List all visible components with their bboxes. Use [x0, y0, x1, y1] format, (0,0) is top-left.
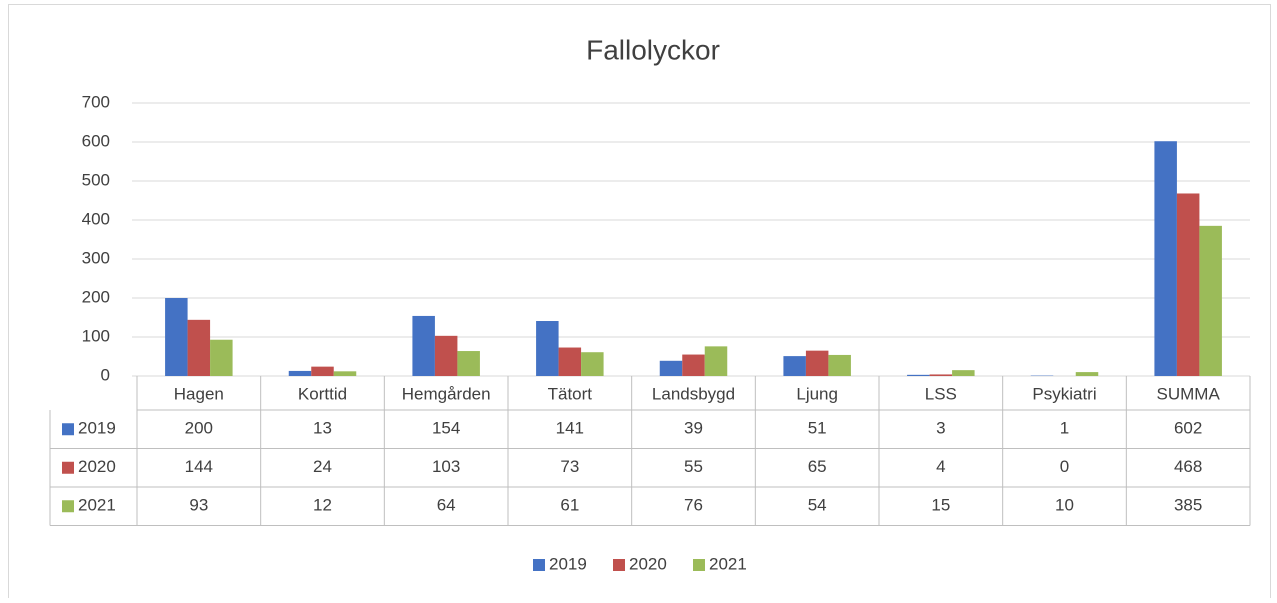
- table-value: 103: [432, 457, 460, 476]
- table-value: 602: [1174, 419, 1202, 438]
- bar: [559, 348, 582, 376]
- bar: [581, 352, 604, 376]
- table-value: 144: [185, 457, 213, 476]
- legend-key: [613, 559, 625, 571]
- legend-label: 2020: [629, 554, 667, 573]
- bar: [828, 355, 851, 376]
- table-value: 13: [313, 419, 332, 438]
- y-tick-label: 100: [82, 326, 110, 345]
- table-value: 1: [1060, 419, 1069, 438]
- bar: [1199, 226, 1222, 376]
- bar: [165, 298, 188, 376]
- x-tick-label: SUMMA: [1157, 384, 1221, 403]
- bar: [188, 320, 211, 376]
- bar: [660, 361, 683, 376]
- table-value: 4: [936, 457, 945, 476]
- table-value: 55: [684, 457, 703, 476]
- table-value: 3: [936, 419, 945, 438]
- y-tick-label: 600: [82, 131, 110, 150]
- legend-key: [533, 559, 545, 571]
- bar: [783, 356, 806, 376]
- y-tick-label: 300: [82, 248, 110, 267]
- table-value: 64: [437, 496, 456, 515]
- table-value: 61: [560, 496, 579, 515]
- x-tick-label: Landsbygd: [652, 384, 735, 403]
- x-tick-label: Hemgården: [402, 384, 491, 403]
- table-value: 54: [808, 496, 827, 515]
- table-value: 154: [432, 419, 460, 438]
- x-tick-label: Ljung: [796, 384, 838, 403]
- y-tick-label: 500: [82, 170, 110, 189]
- bar: [907, 375, 930, 376]
- table-value: 39: [684, 419, 703, 438]
- legend-key: [62, 500, 74, 512]
- legend-label: 2021: [709, 554, 747, 573]
- x-tick-label: Tätort: [548, 384, 593, 403]
- table-value: 73: [560, 457, 579, 476]
- table-value: 468: [1174, 457, 1202, 476]
- y-tick-label: 700: [82, 92, 110, 111]
- bar: [289, 371, 312, 376]
- bar: [412, 316, 435, 376]
- table-series-name: 2019: [78, 419, 116, 438]
- table-value: 76: [684, 496, 703, 515]
- bar: [930, 374, 953, 376]
- table-series-name: 2021: [78, 496, 116, 515]
- bar: [311, 367, 334, 376]
- legend-key: [62, 423, 74, 435]
- table-value: 141: [556, 419, 584, 438]
- y-tick-label: 400: [82, 209, 110, 228]
- bar: [1076, 372, 1099, 376]
- legend-key: [693, 559, 705, 571]
- y-tick-label: 200: [82, 287, 110, 306]
- table-value: 51: [808, 419, 827, 438]
- x-tick-label: Hagen: [174, 384, 224, 403]
- bar: [1154, 141, 1177, 376]
- table-value: 65: [808, 457, 827, 476]
- table-value: 15: [931, 496, 950, 515]
- table-series-name: 2020: [78, 457, 116, 476]
- y-tick-label: 0: [101, 365, 110, 384]
- bar: [435, 336, 458, 376]
- table-value: 0: [1060, 457, 1069, 476]
- table-value: 24: [313, 457, 332, 476]
- bar: [457, 351, 480, 376]
- bar: [210, 340, 233, 376]
- table-value: 12: [313, 496, 332, 515]
- table-value: 385: [1174, 496, 1202, 515]
- x-tick-label: Psykiatri: [1032, 384, 1096, 403]
- legend-label: 2019: [549, 554, 587, 573]
- bar: [536, 321, 559, 376]
- chart-title: Fallolyckor: [586, 34, 720, 65]
- bar: [682, 355, 705, 376]
- table-value: 93: [189, 496, 208, 515]
- bar: [705, 346, 728, 376]
- bar: [334, 371, 357, 376]
- legend-key: [62, 462, 74, 474]
- table-value: 10: [1055, 496, 1074, 515]
- bar: [952, 370, 975, 376]
- x-tick-label: LSS: [925, 384, 957, 403]
- table-value: 200: [185, 419, 213, 438]
- bar: [1177, 193, 1200, 376]
- x-tick-label: Korttid: [298, 384, 347, 403]
- bar: [806, 351, 829, 376]
